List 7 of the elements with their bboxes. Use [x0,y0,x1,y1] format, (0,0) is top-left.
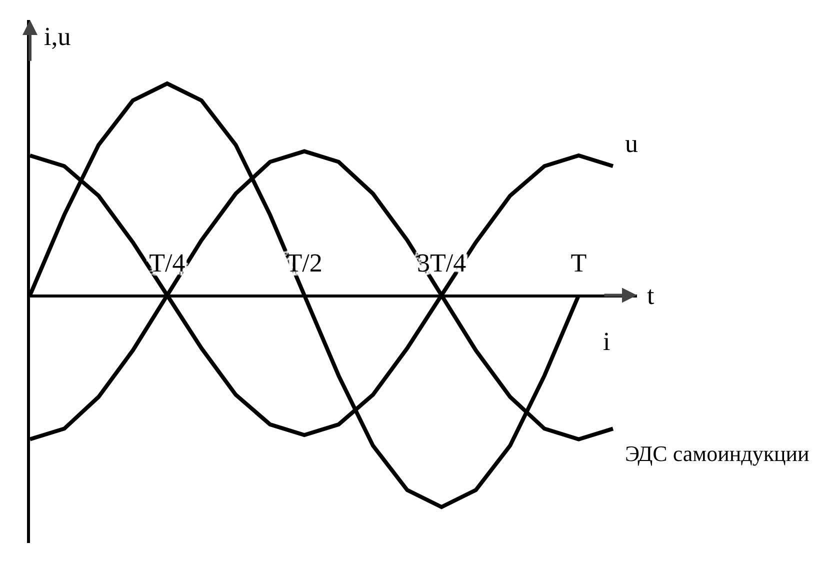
series-label: ЭДС самоиндукции [625,441,810,466]
x-axis-title: t [647,281,655,310]
x-tick-label: T/4 [149,248,186,278]
series-label: i [603,327,610,356]
x-tick-label: T [570,248,587,278]
series-label: u [625,129,638,158]
y-axis-title: i,u [44,22,71,51]
